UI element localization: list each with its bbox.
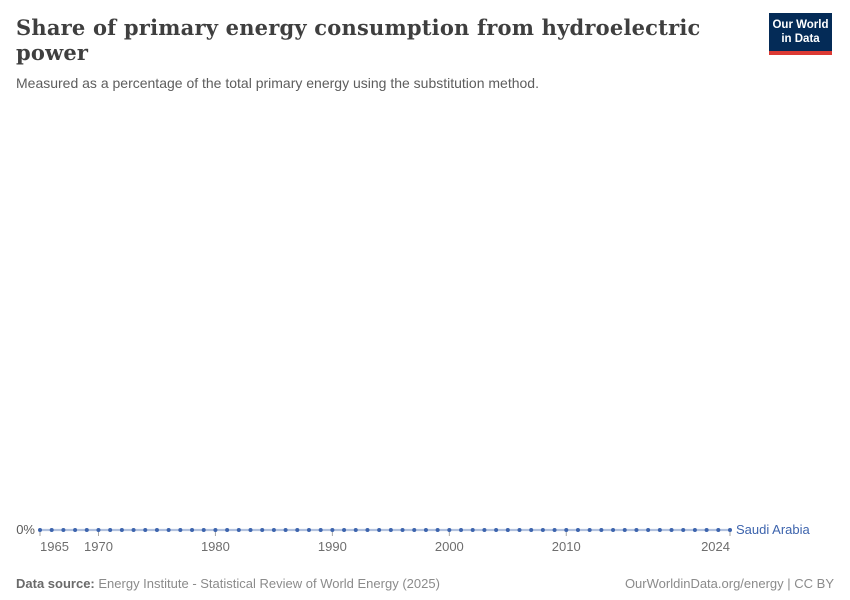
data-point[interactable] <box>552 528 557 532</box>
data-point[interactable] <box>505 528 510 532</box>
data-point[interactable] <box>587 528 592 532</box>
chart-subtitle: Measured as a percentage of the total pr… <box>16 75 539 91</box>
data-point[interactable] <box>96 528 101 532</box>
x-axis-label: 1990 <box>318 539 347 554</box>
data-point[interactable] <box>283 528 288 532</box>
data-point[interactable] <box>388 528 393 532</box>
data-point[interactable] <box>236 528 241 532</box>
data-point[interactable] <box>353 528 358 532</box>
data-point[interactable] <box>400 528 405 532</box>
data-point[interactable] <box>564 528 569 532</box>
data-point[interactable] <box>435 528 440 532</box>
data-point[interactable] <box>377 528 382 532</box>
data-source: Data source: Energy Institute - Statisti… <box>16 576 440 591</box>
data-point[interactable] <box>84 528 89 532</box>
data-point[interactable] <box>692 528 697 532</box>
data-point[interactable] <box>704 528 709 532</box>
data-point[interactable] <box>119 528 124 532</box>
x-axis-label: 1970 <box>84 539 113 554</box>
data-point[interactable] <box>622 528 627 532</box>
data-source-label: Data source: <box>16 576 95 591</box>
data-point[interactable] <box>517 528 522 532</box>
chart-footer: Data source: Energy Institute - Statisti… <box>16 576 834 591</box>
data-point[interactable] <box>470 528 475 532</box>
data-point[interactable] <box>365 528 370 532</box>
chart-title: Share of primary energy consumption from… <box>16 15 701 65</box>
series-label[interactable]: Saudi Arabia <box>736 522 810 537</box>
data-point[interactable] <box>73 528 78 532</box>
data-point[interactable] <box>49 528 54 532</box>
data-point[interactable] <box>412 528 417 532</box>
data-point[interactable] <box>447 528 452 532</box>
data-point[interactable] <box>61 528 66 532</box>
x-axis-label: 1965 <box>40 539 69 554</box>
owid-logo-line1: Our World <box>772 19 829 31</box>
data-point[interactable] <box>646 528 651 532</box>
data-point[interactable] <box>423 528 428 532</box>
data-point[interactable] <box>306 528 311 532</box>
data-point[interactable] <box>318 528 323 532</box>
data-point[interactable] <box>529 528 534 532</box>
data-point[interactable] <box>657 528 662 532</box>
x-axis-label: 1980 <box>201 539 230 554</box>
data-point[interactable] <box>482 528 487 532</box>
owid-logo-line2: in Data <box>781 33 820 46</box>
data-point[interactable] <box>681 528 686 532</box>
data-point[interactable] <box>225 528 230 532</box>
data-point[interactable] <box>728 528 732 532</box>
data-point[interactable] <box>248 528 253 532</box>
data-point[interactable] <box>178 528 183 532</box>
data-point[interactable] <box>342 528 347 532</box>
data-point[interactable] <box>131 528 136 532</box>
owid-logo[interactable]: Our World in Data <box>769 13 832 55</box>
chart-header: Share of primary energy consumption from… <box>16 15 740 91</box>
data-point[interactable] <box>611 528 616 532</box>
data-point[interactable] <box>190 528 195 532</box>
data-point[interactable] <box>213 528 218 532</box>
data-point[interactable] <box>716 528 721 532</box>
y-axis-label: 0% <box>16 522 35 537</box>
data-point[interactable] <box>330 528 335 532</box>
x-axis-label: 2010 <box>552 539 581 554</box>
data-source-text: Energy Institute - Statistical Review of… <box>98 576 440 591</box>
data-point[interactable] <box>669 528 674 532</box>
data-point[interactable] <box>459 528 464 532</box>
data-point[interactable] <box>201 528 206 532</box>
data-point[interactable] <box>166 528 171 532</box>
x-axis-label: 2024 <box>701 539 730 554</box>
data-point[interactable] <box>154 528 159 532</box>
data-point[interactable] <box>271 528 276 532</box>
data-point[interactable] <box>260 528 265 532</box>
data-point[interactable] <box>108 528 113 532</box>
data-point[interactable] <box>38 528 42 532</box>
data-point[interactable] <box>143 528 148 532</box>
data-point[interactable] <box>599 528 604 532</box>
attribution-link: OurWorldinData.org/energy | CC BY <box>624 576 834 591</box>
data-point[interactable] <box>575 528 580 532</box>
data-point[interactable] <box>540 528 545 532</box>
data-point[interactable] <box>295 528 300 532</box>
data-point[interactable] <box>494 528 499 532</box>
x-axis-label: 2000 <box>435 539 464 554</box>
data-point[interactable] <box>634 528 639 532</box>
